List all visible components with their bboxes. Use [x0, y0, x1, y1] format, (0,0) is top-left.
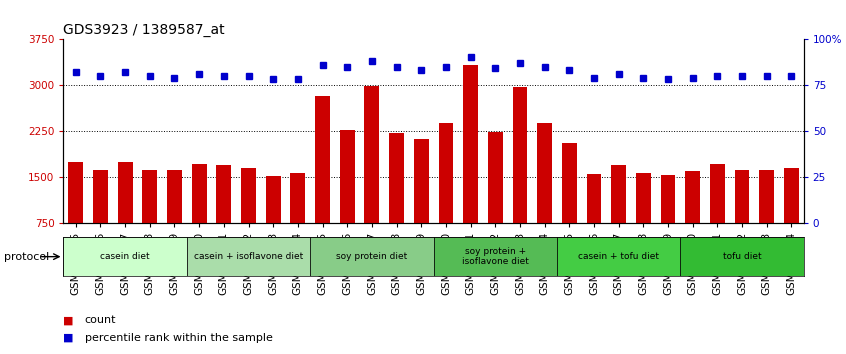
Bar — [710, 164, 725, 269]
Bar — [488, 132, 503, 269]
Bar — [513, 87, 527, 269]
Bar — [69, 162, 83, 269]
Bar — [118, 162, 133, 269]
Text: casein + isoflavone diet: casein + isoflavone diet — [194, 252, 303, 261]
Bar — [290, 173, 305, 269]
Text: percentile rank within the sample: percentile rank within the sample — [85, 333, 272, 343]
Bar — [414, 139, 429, 269]
Text: ■: ■ — [63, 333, 74, 343]
Bar — [433, 237, 557, 276]
Text: casein diet: casein diet — [101, 252, 150, 261]
Bar — [241, 169, 255, 269]
Bar — [142, 170, 157, 269]
Bar — [685, 171, 700, 269]
Bar — [266, 176, 281, 269]
Bar — [562, 143, 577, 269]
Bar — [680, 237, 804, 276]
Bar — [557, 237, 680, 276]
Bar — [784, 169, 799, 269]
Text: GDS3923 / 1389587_at: GDS3923 / 1389587_at — [63, 23, 225, 37]
Bar — [365, 86, 379, 269]
Bar — [438, 123, 453, 269]
Text: casein + tofu diet: casein + tofu diet — [578, 252, 659, 261]
Bar — [315, 96, 330, 269]
Bar — [340, 130, 354, 269]
Bar — [187, 237, 310, 276]
Bar — [734, 170, 750, 269]
Text: ■: ■ — [63, 315, 74, 325]
Text: tofu diet: tofu diet — [722, 252, 761, 261]
Bar — [389, 133, 404, 269]
Bar — [167, 170, 182, 269]
Text: soy protein diet: soy protein diet — [336, 252, 408, 261]
Bar — [192, 164, 206, 269]
Bar — [310, 237, 433, 276]
Bar — [537, 123, 552, 269]
Bar — [63, 237, 187, 276]
Bar — [93, 170, 107, 269]
Text: count: count — [85, 315, 116, 325]
Bar — [217, 165, 231, 269]
Bar — [661, 175, 675, 269]
Text: soy protein +
isoflavone diet: soy protein + isoflavone diet — [462, 247, 529, 266]
Bar — [586, 174, 602, 269]
Bar — [636, 173, 651, 269]
Bar — [463, 65, 478, 269]
Text: protocol: protocol — [4, 252, 49, 262]
Bar — [611, 165, 626, 269]
Bar — [759, 170, 774, 269]
